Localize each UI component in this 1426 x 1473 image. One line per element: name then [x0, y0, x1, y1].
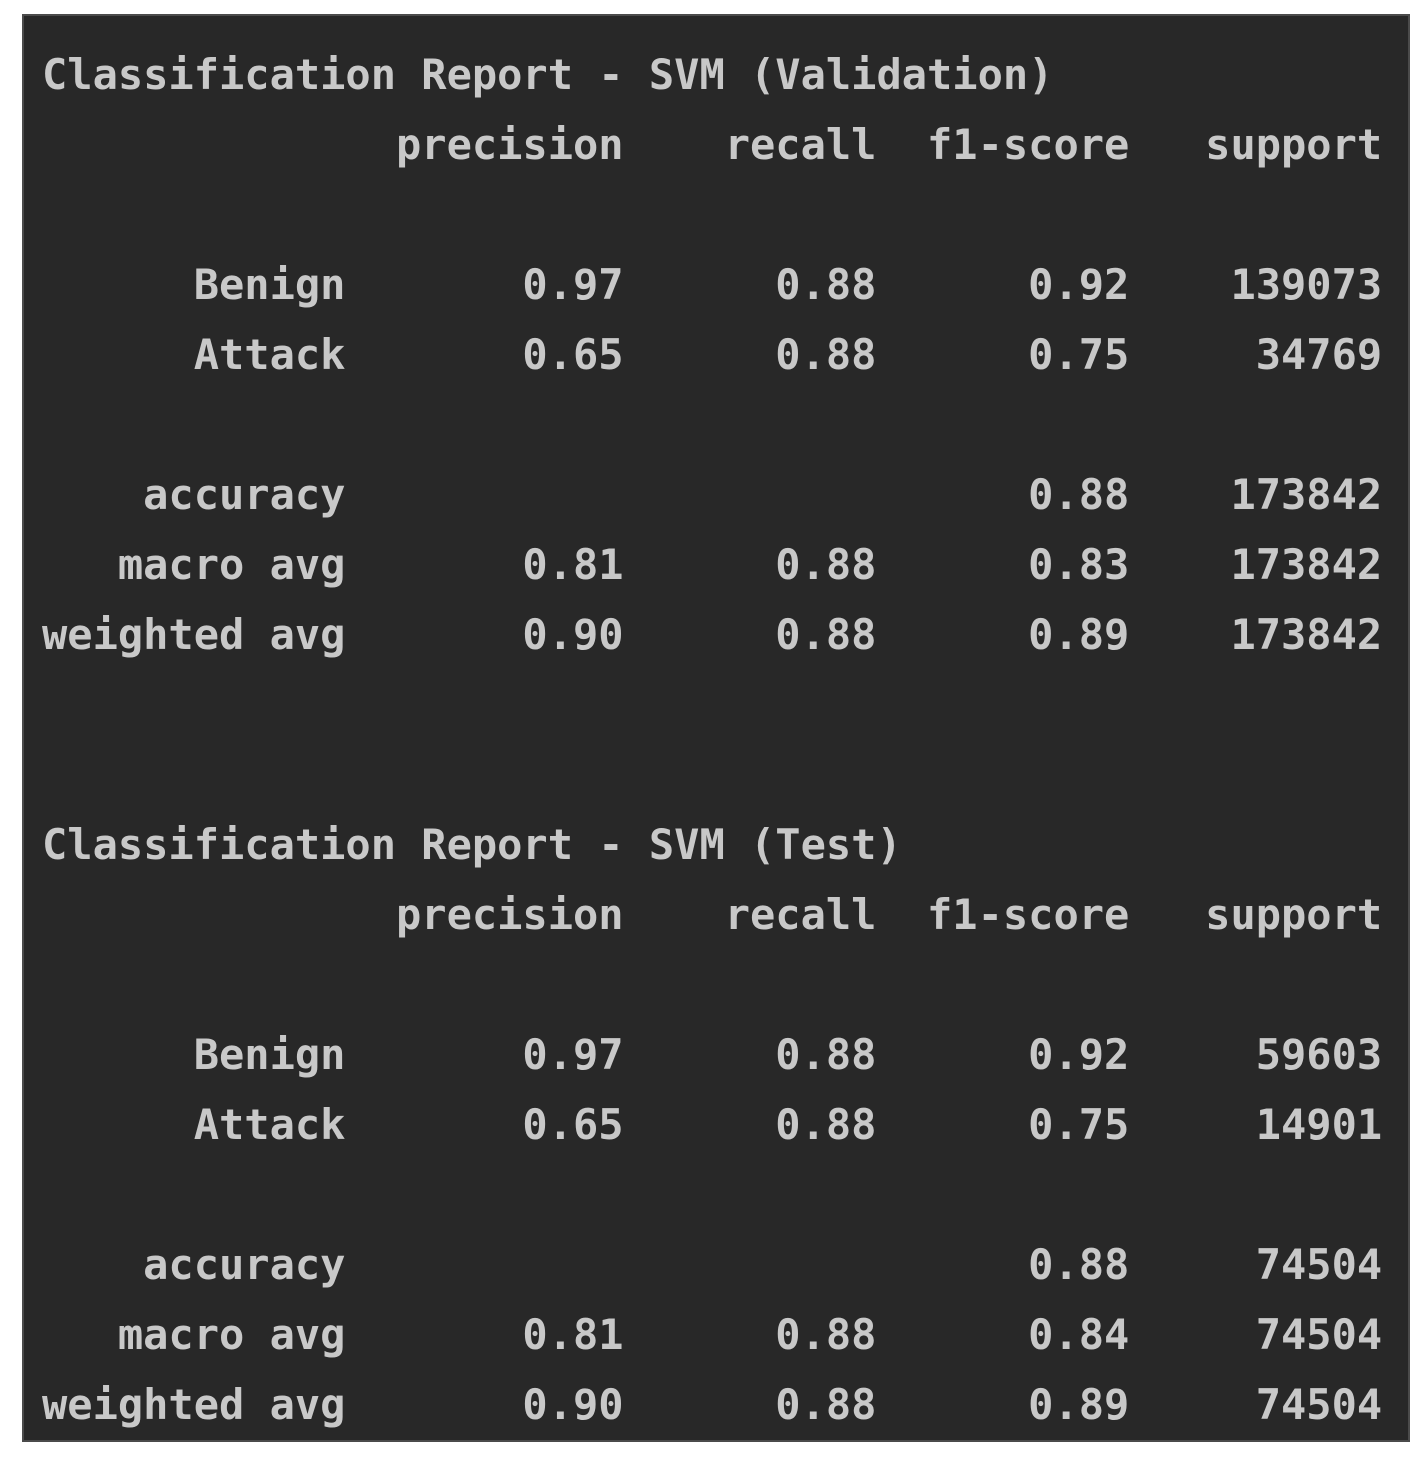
classification-report-text: Classification Report - SVM (Validation)…	[42, 50, 1383, 1429]
terminal-panel: Classification Report - SVM (Validation)…	[22, 14, 1410, 1442]
